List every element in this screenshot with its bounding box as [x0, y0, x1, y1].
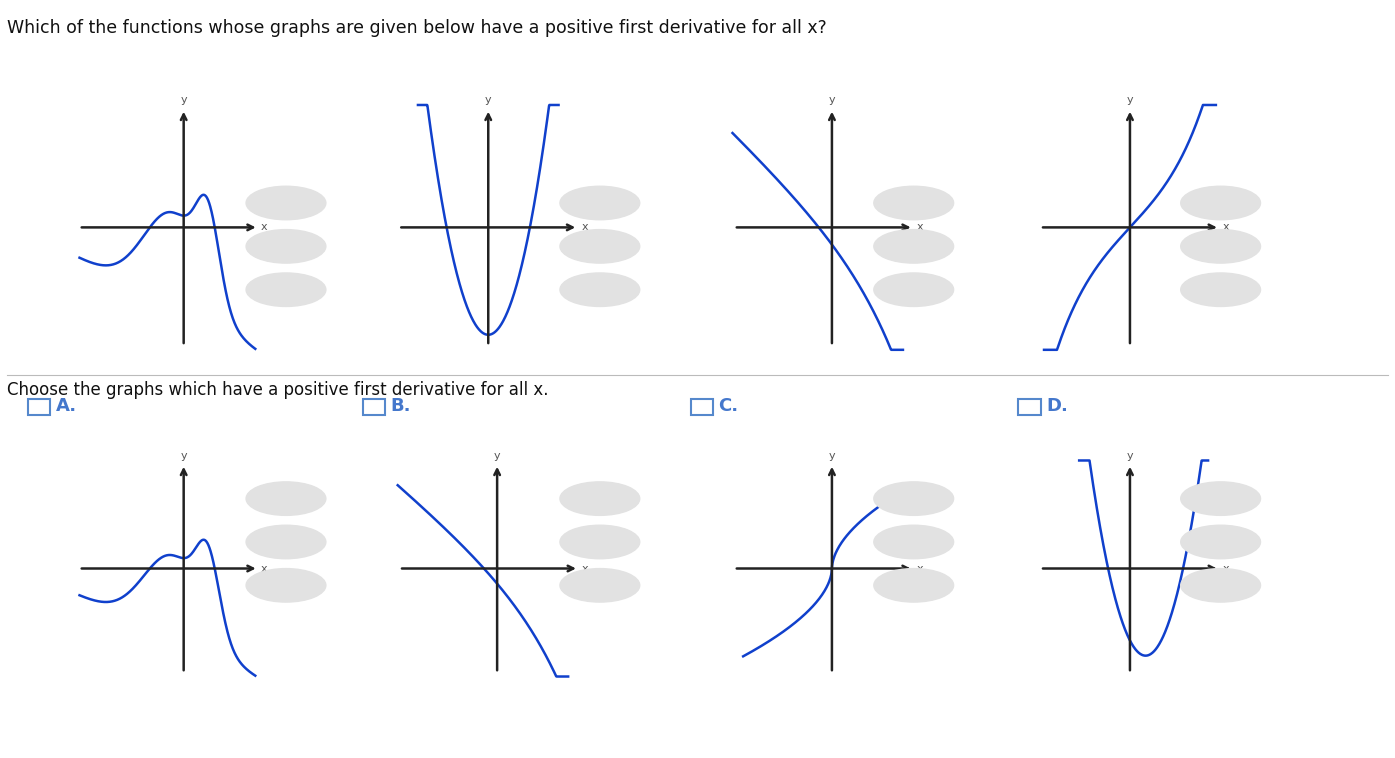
- Text: x: x: [261, 222, 268, 233]
- Text: Which of the functions whose graphs are given below have a positive first deriva: Which of the functions whose graphs are …: [7, 19, 827, 37]
- Text: y: y: [829, 96, 836, 105]
- Text: x: x: [1223, 222, 1229, 233]
- Text: y: y: [1127, 96, 1133, 105]
- Text: x: x: [582, 563, 589, 574]
- Text: A.: A.: [56, 397, 77, 415]
- Text: Choose the graphs which have a positive first derivative for all x.: Choose the graphs which have a positive …: [7, 381, 548, 399]
- Text: C.: C.: [718, 397, 738, 415]
- Text: y: y: [1127, 451, 1133, 461]
- Text: B.: B.: [391, 397, 412, 415]
- Text: x: x: [917, 563, 923, 574]
- Text: x: x: [917, 222, 923, 233]
- Text: D.: D.: [1046, 397, 1069, 415]
- Text: y: y: [494, 451, 501, 461]
- Text: y: y: [180, 96, 187, 105]
- Text: y: y: [485, 96, 491, 105]
- Text: x: x: [582, 222, 587, 233]
- Text: y: y: [180, 451, 187, 461]
- Text: x: x: [1223, 563, 1229, 574]
- Text: y: y: [829, 451, 836, 461]
- Text: x: x: [261, 563, 268, 574]
